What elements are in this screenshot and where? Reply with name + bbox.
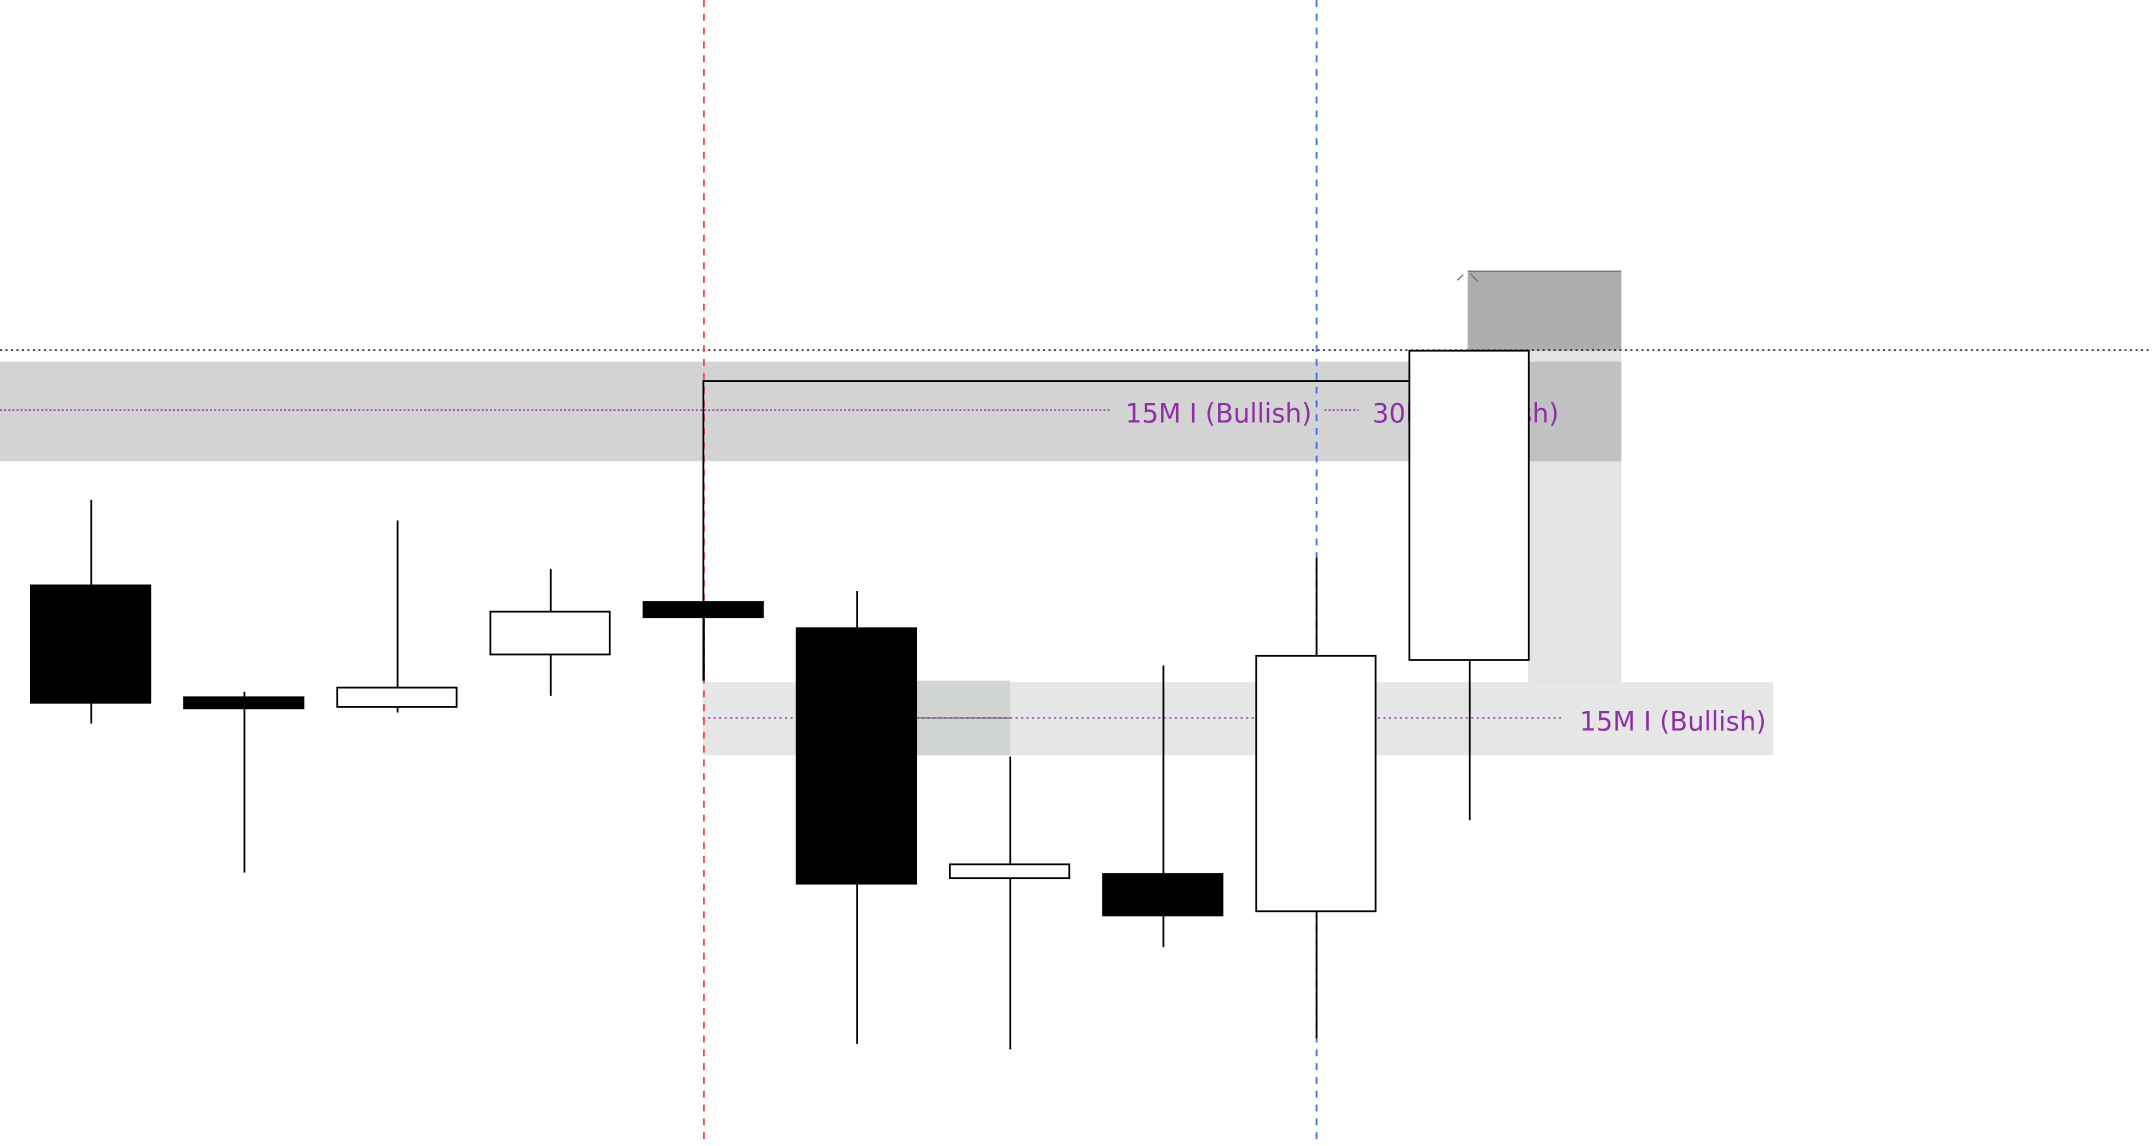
candle-body [948,863,1071,880]
zone-overlap [1528,361,1622,462]
zone-label-15m: 15M I (Bullish) [1580,707,1766,737]
candle-body [795,627,918,885]
zone-label-overlap: 15M I (Bullish) [1125,399,1311,429]
candle-body [1255,654,1377,913]
upper-box [1467,270,1622,351]
resize-handle-icon [1457,272,1479,283]
candle-body [1102,873,1224,917]
candle-body [336,686,458,708]
candle-body [29,584,152,704]
zone-30m [0,361,1620,462]
candles-layer [29,349,1530,1050]
candle-body [1408,349,1530,661]
candle-body [489,610,611,656]
candle-body [183,696,305,710]
bracket-line [702,380,1409,681]
candle-body [642,601,764,619]
